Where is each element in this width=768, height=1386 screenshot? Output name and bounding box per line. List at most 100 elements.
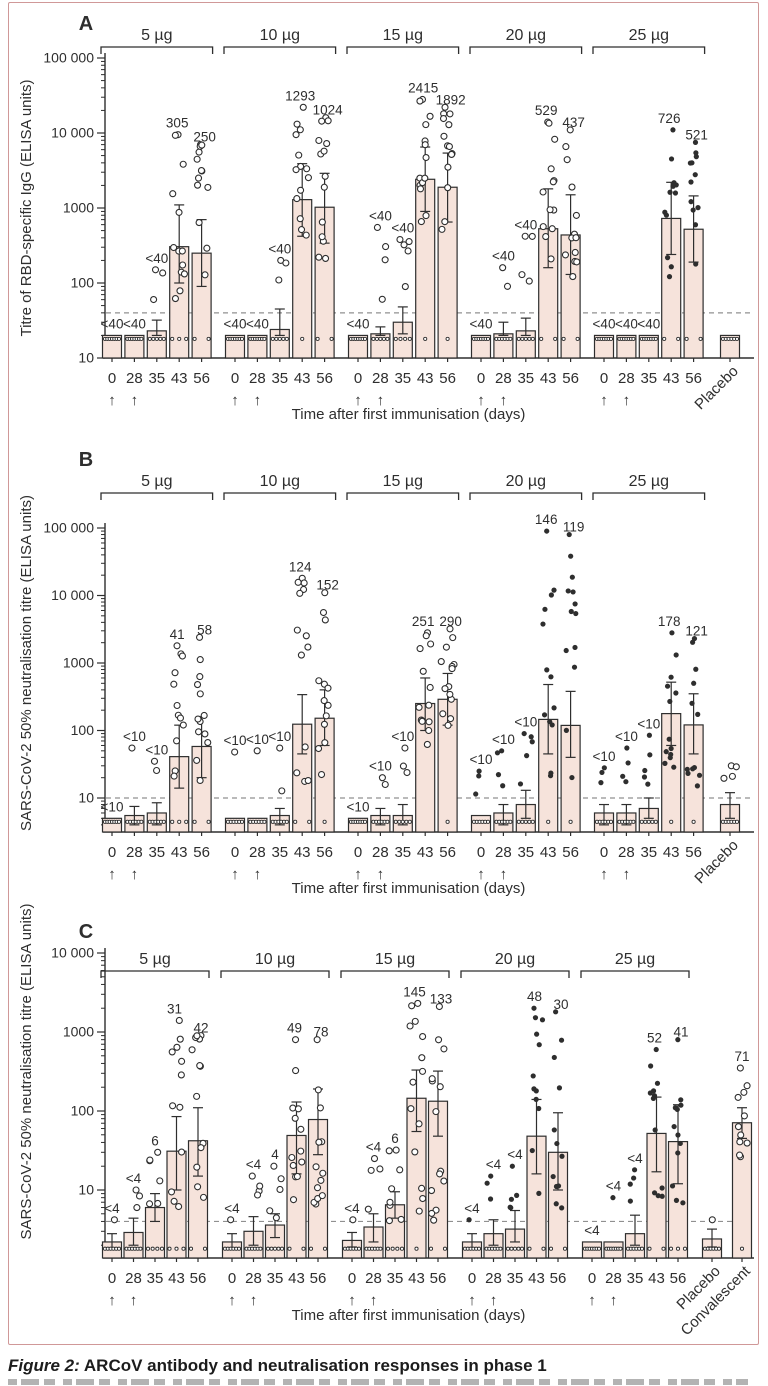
- data-point: [206, 819, 211, 824]
- value-annotation: 4: [271, 1147, 279, 1162]
- data-point: [399, 762, 407, 770]
- data-point: [573, 258, 581, 266]
- data-point: [385, 336, 390, 341]
- data-point: [662, 336, 667, 341]
- data-point: [734, 1123, 743, 1131]
- value-annotation: 2415: [408, 80, 438, 95]
- data-point: [645, 781, 651, 787]
- data-point: [138, 1246, 143, 1251]
- data-point: [678, 1102, 684, 1108]
- data-point: [279, 1246, 285, 1251]
- value-annotation: <10: [470, 752, 493, 767]
- data-point: [170, 819, 175, 824]
- data-point: [315, 677, 323, 685]
- x-tick-label: 35: [271, 370, 288, 387]
- data-point: [269, 1246, 274, 1251]
- x-tick-label: 56: [193, 844, 210, 861]
- data-point: [272, 1214, 280, 1222]
- data-point: [539, 1017, 546, 1023]
- data-point: [158, 336, 163, 341]
- data-point: [188, 1246, 194, 1251]
- x-tick-label: 35: [640, 844, 657, 861]
- x-tick-label: 0: [354, 844, 362, 861]
- data-point: [554, 1140, 560, 1147]
- data-point: [563, 727, 569, 733]
- data-point: [647, 1246, 652, 1251]
- value-annotation: <40: [637, 316, 660, 331]
- data-point: [176, 1103, 184, 1111]
- data-point: [516, 819, 521, 824]
- x-tick-label: 0: [108, 1270, 116, 1287]
- data-point: [400, 819, 405, 824]
- data-point: [179, 160, 187, 168]
- data-point: [390, 1246, 395, 1251]
- data-point: [400, 241, 408, 249]
- arrow-up-icon: ↑: [131, 392, 139, 409]
- data-point: [197, 1144, 205, 1152]
- data-point: [428, 1075, 436, 1083]
- data-point: [690, 639, 696, 645]
- data-point: [516, 336, 521, 341]
- data-point: [192, 819, 197, 824]
- data-point: [498, 1246, 503, 1251]
- data-point: [277, 1175, 285, 1183]
- data-point: [672, 190, 679, 196]
- data-point: [300, 579, 308, 587]
- data-point: [620, 773, 626, 779]
- data-point: [676, 336, 681, 341]
- data-point: [559, 1153, 565, 1159]
- data-point: [553, 1183, 560, 1190]
- data-point: [693, 150, 699, 156]
- data-point: [381, 780, 389, 789]
- data-point: [315, 253, 323, 261]
- data-point: [178, 247, 186, 255]
- dose-group-bracket: [346, 46, 460, 54]
- data-point: [171, 669, 179, 677]
- data-point: [227, 1216, 235, 1224]
- data-point: [530, 1073, 536, 1079]
- x-tick-label: 0: [477, 370, 485, 387]
- value-annotation: <4: [344, 1201, 360, 1216]
- data-point: [596, 1246, 602, 1251]
- x-tick-label: 28: [249, 370, 266, 387]
- data-point: [176, 714, 185, 722]
- data-point: [397, 1215, 405, 1223]
- dose-group-label: 15 µg: [375, 951, 415, 968]
- x-tick-label: 43: [168, 1270, 185, 1287]
- data-point: [668, 745, 674, 752]
- dose-group-label: 5 µg: [141, 27, 172, 44]
- data-point: [265, 1246, 271, 1251]
- data-point: [639, 1246, 645, 1251]
- data-point: [568, 608, 574, 615]
- data-point: [425, 701, 433, 709]
- x-tick-label: 28: [372, 844, 389, 861]
- data-point: [195, 219, 203, 227]
- data-point: [398, 336, 403, 341]
- data-point: [422, 121, 430, 129]
- data-point: [321, 616, 329, 624]
- y-tick-label: 10 000: [51, 125, 94, 141]
- arrow-up-icon: ↑: [477, 392, 485, 409]
- dose-group-label: 20 µg: [506, 27, 546, 44]
- data-point: [445, 142, 453, 151]
- data-point: [316, 1104, 324, 1112]
- data-point: [294, 578, 302, 586]
- y-tick-label: 10: [78, 1182, 94, 1198]
- data-point: [664, 255, 671, 261]
- data-point: [693, 154, 699, 160]
- data-point: [508, 1205, 514, 1211]
- data-point: [386, 1198, 394, 1206]
- data-point: [161, 819, 166, 824]
- value-annotation: <4: [224, 1201, 240, 1216]
- data-point: [385, 1147, 393, 1155]
- data-point: [527, 819, 532, 824]
- data-point: [139, 336, 144, 341]
- dose-group-bracket: [340, 970, 450, 978]
- data-point: [324, 117, 332, 125]
- data-point: [517, 781, 524, 787]
- data-point: [669, 630, 675, 636]
- data-point: [668, 156, 675, 162]
- data-point: [373, 223, 381, 232]
- value-annotation: <10: [492, 732, 515, 747]
- x-tick-label: 28: [126, 370, 143, 387]
